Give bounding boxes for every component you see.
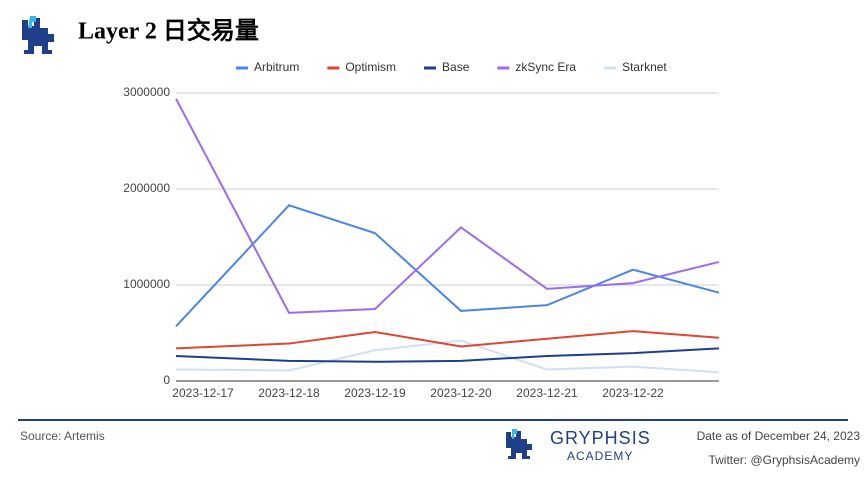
brand-sub: ACADEMY (567, 449, 633, 463)
footer-logo (506, 429, 532, 459)
series-line (175, 98, 720, 314)
twitter: Twitter: @GryphsisAcademy (708, 453, 860, 467)
series-line (175, 347, 720, 363)
y-tick-label: 3000000 (123, 85, 170, 99)
legend-label: Base (442, 60, 470, 74)
legend-label: Starknet (622, 60, 667, 74)
y-tick-label: 1000000 (123, 277, 170, 291)
brand: GRYPHSIS (550, 428, 651, 448)
x-tick-label: 2023-12-18 (258, 386, 320, 400)
x-tick-label: 2023-12-20 (430, 386, 492, 400)
legend-label: Arbitrum (254, 60, 299, 74)
chart: 0 1000000 2000000 3000000 2023-12-17 2023-12-… (123, 60, 720, 400)
series-line (175, 339, 720, 374)
logo (18, 14, 58, 54)
series-line (175, 204, 720, 327)
x-tick-label: 2023-12-21 (516, 386, 578, 400)
legend-label: Optimism (345, 60, 396, 74)
x-tick-label: 2023-12-19 (344, 386, 406, 400)
date: Date as of December 24, 2023 (697, 429, 861, 443)
chart-title: Layer 2 日交易量 (78, 17, 259, 45)
x-tick-label: 2023-12-17 (172, 386, 234, 400)
x-tick-label: 2023-12-22 (602, 386, 664, 400)
y-tick-label: 2000000 (123, 181, 170, 195)
y-tick-label: 0 (163, 373, 170, 387)
series-line (175, 330, 720, 350)
source: Source: Artemis (20, 429, 105, 443)
legend-label: zkSync Era (515, 60, 576, 74)
